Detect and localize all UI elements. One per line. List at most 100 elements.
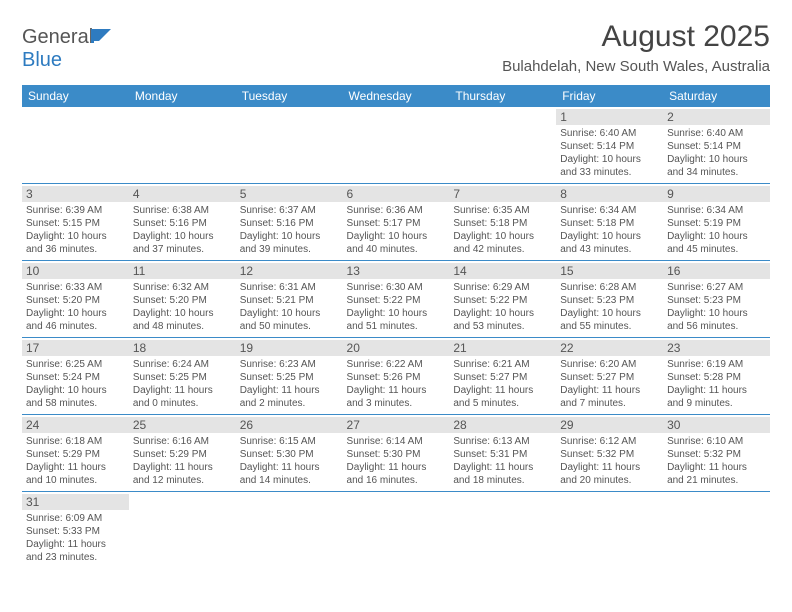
daylight-text: Daylight: 10 hours and 40 minutes. [347, 230, 446, 256]
day-details: Sunrise: 6:22 AMSunset: 5:26 PMDaylight:… [347, 358, 446, 410]
sunrise-text: Sunrise: 6:18 AM [26, 435, 125, 448]
day-details: Sunrise: 6:15 AMSunset: 5:30 PMDaylight:… [240, 435, 339, 487]
calendar-day-cell: 9Sunrise: 6:34 AMSunset: 5:19 PMDaylight… [663, 184, 770, 261]
sunset-text: Sunset: 5:24 PM [26, 371, 125, 384]
day-details: Sunrise: 6:35 AMSunset: 5:18 PMDaylight:… [453, 204, 552, 256]
sunset-text: Sunset: 5:16 PM [240, 217, 339, 230]
sunrise-text: Sunrise: 6:39 AM [26, 204, 125, 217]
day-number: 26 [236, 417, 343, 433]
sunrise-text: Sunrise: 6:19 AM [667, 358, 766, 371]
sunset-text: Sunset: 5:14 PM [667, 140, 766, 153]
logo-text-blue: Blue [22, 49, 62, 71]
calendar-week-row: 1Sunrise: 6:40 AMSunset: 5:14 PMDaylight… [22, 107, 770, 184]
day-number: 12 [236, 263, 343, 279]
day-number: 2 [663, 109, 770, 125]
sunrise-text: Sunrise: 6:09 AM [26, 512, 125, 525]
calendar-day-cell: 18 Sunrise: 6:24 AMSunset: 5:25 PMDayligh… [129, 338, 236, 415]
sunrise-text: Sunrise: 6:23 AM [240, 358, 339, 371]
sunset-text: Sunset: 5:22 PM [347, 294, 446, 307]
day-details: Sunrise: 6:40 AMSunset: 5:14 PMDaylight:… [560, 127, 659, 179]
sunrise-text: Sunrise: 6:27 AM [667, 281, 766, 294]
sunset-text: Sunset: 5:28 PM [667, 371, 766, 384]
calendar-day-cell: 3Sunrise: 6:39 AMSunset: 5:15 PMDaylight… [22, 184, 129, 261]
day-number: 19 [236, 340, 343, 356]
daylight-text: Daylight: 11 hours and 9 minutes. [667, 384, 766, 410]
calendar-day-cell: 12 Sunrise: 6:31 AMSunset: 5:21 PMDayligh… [236, 261, 343, 338]
calendar-day-cell: 26 Sunrise: 6:15 AMSunset: 5:30 PMDayligh… [236, 415, 343, 492]
calendar-day-cell: 19Sunrise: 6:23 AMSunset: 5:25 PMDayligh… [236, 338, 343, 415]
daylight-text: Daylight: 11 hours and 2 minutes. [240, 384, 339, 410]
sunset-text: Sunset: 5:16 PM [133, 217, 232, 230]
daylight-text: Daylight: 11 hours and 20 minutes. [560, 461, 659, 487]
day-details: Sunrise: 6:29 AMSunset: 5:22 PMDaylight:… [453, 281, 552, 333]
daylight-text: Daylight: 11 hours and 21 minutes. [667, 461, 766, 487]
calendar-day-cell [22, 107, 129, 184]
day-details: Sunrise: 6:09 AMSunset: 5:33 PMDaylight:… [26, 512, 125, 564]
sunrise-text: Sunrise: 6:40 AM [667, 127, 766, 140]
daylight-text: Daylight: 11 hours and 14 minutes. [240, 461, 339, 487]
day-details: Sunrise: 6:34 AMSunset: 5:18 PMDaylight:… [560, 204, 659, 256]
day-number: 13 [343, 263, 450, 279]
sunrise-text: Sunrise: 6:25 AM [26, 358, 125, 371]
sunrise-text: Sunrise: 6:22 AM [347, 358, 446, 371]
day-number: 14 [449, 263, 556, 279]
calendar-week-row: 17Sunrise: 6:25 AMSunset: 5:24 PMDayligh… [22, 338, 770, 415]
daylight-text: Daylight: 10 hours and 33 minutes. [560, 153, 659, 179]
daylight-text: Daylight: 10 hours and 51 minutes. [347, 307, 446, 333]
calendar-day-cell: 14 Sunrise: 6:29 AMSunset: 5:22 PMDayligh… [449, 261, 556, 338]
day-number: 4 [129, 186, 236, 202]
sunset-text: Sunset: 5:14 PM [560, 140, 659, 153]
flag-icon [91, 26, 113, 49]
sunset-text: Sunset: 5:18 PM [560, 217, 659, 230]
day-number: 6 [343, 186, 450, 202]
day-number: 16 [663, 263, 770, 279]
daylight-text: Daylight: 11 hours and 3 minutes. [347, 384, 446, 410]
day-details: Sunrise: 6:31 AMSunset: 5:21 PMDaylight:… [240, 281, 339, 333]
day-details: Sunrise: 6:38 AMSunset: 5:16 PMDaylight:… [133, 204, 232, 256]
daylight-text: Daylight: 11 hours and 18 minutes. [453, 461, 552, 487]
calendar-day-cell: 28Sunrise: 6:13 AMSunset: 5:31 PMDayligh… [449, 415, 556, 492]
day-details: Sunrise: 6:24 AMSunset: 5:25 PMDaylight:… [133, 358, 232, 410]
day-number: 18 [129, 340, 236, 356]
calendar-day-cell: 11Sunrise: 6:32 AMSunset: 5:20 PMDayligh… [129, 261, 236, 338]
sunrise-text: Sunrise: 6:32 AM [133, 281, 232, 294]
day-details: Sunrise: 6:20 AMSunset: 5:27 PMDaylight:… [560, 358, 659, 410]
calendar-day-cell [129, 107, 236, 184]
sunset-text: Sunset: 5:17 PM [347, 217, 446, 230]
sunset-text: Sunset: 5:25 PM [133, 371, 232, 384]
day-details: Sunrise: 6:10 AMSunset: 5:32 PMDaylight:… [667, 435, 766, 487]
logo-text-general: General [22, 26, 93, 48]
day-number: 10 [22, 263, 129, 279]
daylight-text: Daylight: 10 hours and 45 minutes. [667, 230, 766, 256]
day-details: Sunrise: 6:27 AMSunset: 5:23 PMDaylight:… [667, 281, 766, 333]
calendar-day-cell: 24Sunrise: 6:18 AMSunset: 5:29 PMDayligh… [22, 415, 129, 492]
weekday-header: Friday [556, 85, 663, 107]
calendar-day-cell: 30Sunrise: 6:10 AMSunset: 5:32 PMDayligh… [663, 415, 770, 492]
sunrise-text: Sunrise: 6:12 AM [560, 435, 659, 448]
calendar-header-row: SundayMondayTuesdayWednesdayThursdayFrid… [22, 85, 770, 107]
calendar-day-cell: 16 Sunrise: 6:27 AMSunset: 5:23 PMDayligh… [663, 261, 770, 338]
sunrise-text: Sunrise: 6:34 AM [667, 204, 766, 217]
month-title: August 2025 [502, 20, 770, 54]
calendar-day-cell: 8 Sunrise: 6:34 AMSunset: 5:18 PMDaylight… [556, 184, 663, 261]
daylight-text: Daylight: 10 hours and 43 minutes. [560, 230, 659, 256]
day-number: 8 [556, 186, 663, 202]
calendar-day-cell: 22 Sunrise: 6:20 AMSunset: 5:27 PMDayligh… [556, 338, 663, 415]
day-details: Sunrise: 6:21 AMSunset: 5:27 PMDaylight:… [453, 358, 552, 410]
calendar-day-cell [556, 492, 663, 569]
day-number: 1 [556, 109, 663, 125]
calendar-day-cell [236, 492, 343, 569]
sunset-text: Sunset: 5:22 PM [453, 294, 552, 307]
day-number: 9 [663, 186, 770, 202]
day-number: 22 [556, 340, 663, 356]
sunrise-text: Sunrise: 6:34 AM [560, 204, 659, 217]
title-block: August 2025 Bulahdelah, New South Wales,… [502, 20, 770, 75]
sunset-text: Sunset: 5:20 PM [133, 294, 232, 307]
calendar-day-cell: 2Sunrise: 6:40 AMSunset: 5:14 PMDaylight… [663, 107, 770, 184]
day-details: Sunrise: 6:39 AMSunset: 5:15 PMDaylight:… [26, 204, 125, 256]
daylight-text: Daylight: 10 hours and 58 minutes. [26, 384, 125, 410]
daylight-text: Daylight: 10 hours and 50 minutes. [240, 307, 339, 333]
day-number: 25 [129, 417, 236, 433]
calendar-day-cell: 6Sunrise: 6:36 AMSunset: 5:17 PMDaylight… [343, 184, 450, 261]
sunset-text: Sunset: 5:30 PM [347, 448, 446, 461]
